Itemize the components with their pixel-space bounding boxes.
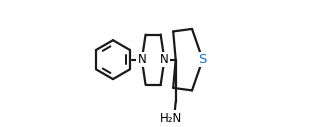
- Text: N: N: [160, 53, 169, 66]
- Text: S: S: [198, 53, 207, 66]
- Text: H₂N: H₂N: [160, 112, 183, 124]
- Text: N: N: [137, 53, 146, 66]
